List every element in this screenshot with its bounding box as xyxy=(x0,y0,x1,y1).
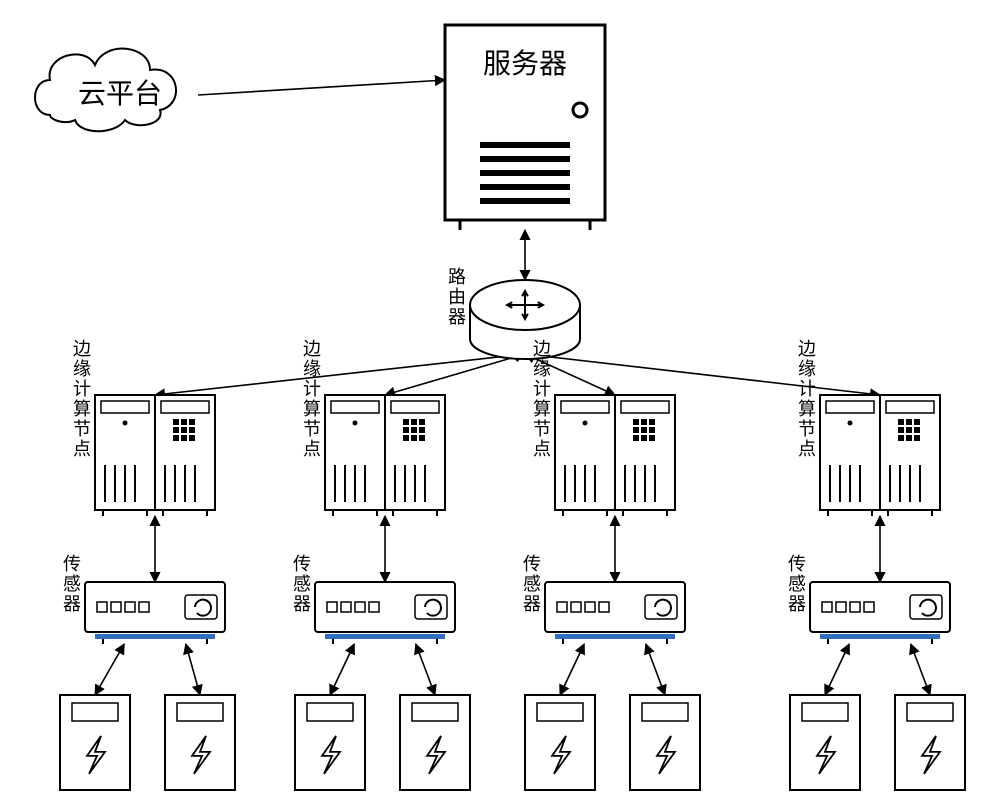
edge-node xyxy=(95,395,215,516)
edge-node-label: 边缘计算节点 xyxy=(301,339,321,459)
device-node xyxy=(165,695,235,790)
device-node xyxy=(295,695,365,790)
sensor-label: 传感器 xyxy=(291,554,311,614)
edge-node-label: 边缘计算节点 xyxy=(531,339,551,459)
svg-text:云平台: 云平台 xyxy=(78,78,162,110)
sensor-label: 传感器 xyxy=(61,554,81,614)
architecture-diagram: 云平台 服务器路由器边缘计算节点 边缘计算节点 边缘计算节点 边缘计算节点传感器 传感器 传… xyxy=(0,0,1000,807)
edge-node xyxy=(555,395,675,516)
sensor-node xyxy=(85,582,225,644)
edge-node xyxy=(325,395,445,516)
sensor-node xyxy=(315,582,455,644)
device-node xyxy=(895,695,965,790)
edge-node-label: 边缘计算节点 xyxy=(796,339,816,459)
svg-text:服务器: 服务器 xyxy=(483,48,567,80)
device-node xyxy=(400,695,470,790)
device-node xyxy=(525,695,595,790)
device-node xyxy=(630,695,700,790)
sensor-node xyxy=(545,582,685,644)
device-node xyxy=(60,695,130,790)
sensor-label: 传感器 xyxy=(521,554,541,614)
router-label: 路由器 xyxy=(446,267,466,327)
sensor-node xyxy=(810,582,950,644)
edge-node-label: 边缘计算节点 xyxy=(71,339,91,459)
device-node xyxy=(790,695,860,790)
sensor-label: 传感器 xyxy=(786,554,806,614)
edge-node xyxy=(820,395,940,516)
